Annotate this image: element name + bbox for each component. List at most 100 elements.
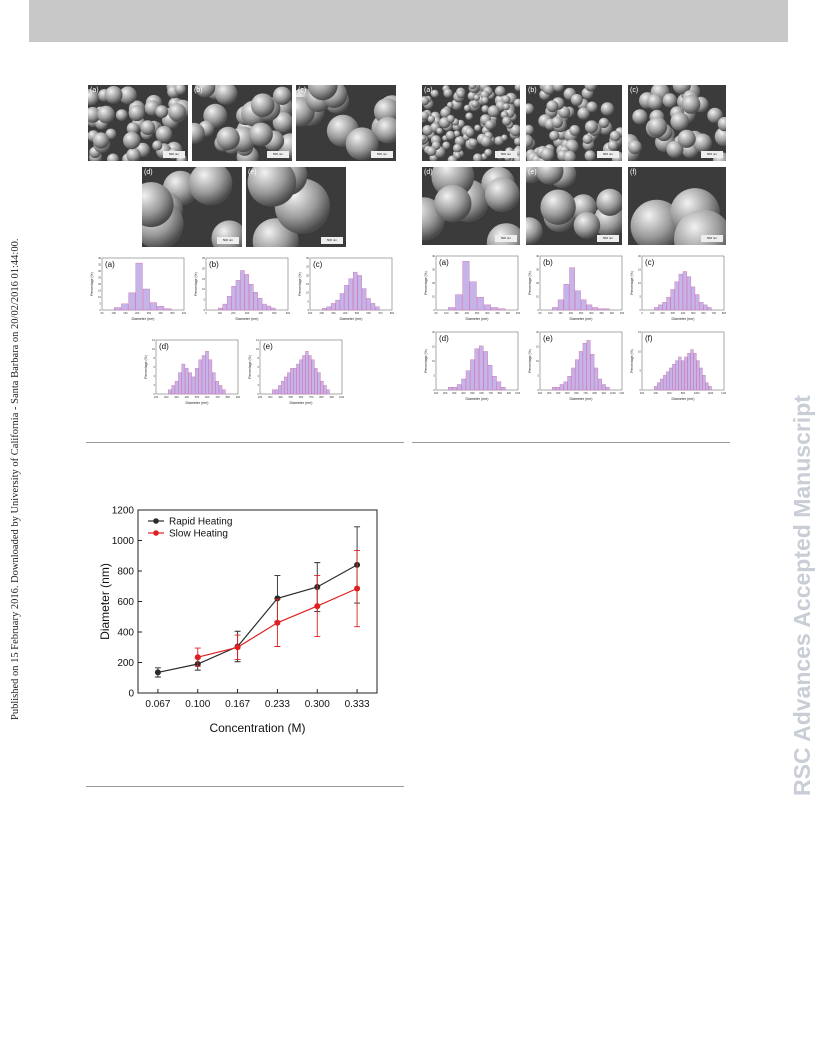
histogram-bar bbox=[299, 359, 303, 395]
particle-sphere bbox=[558, 106, 571, 119]
histogram-x-tick: 600 bbox=[479, 391, 484, 395]
histogram-x-tick: 100 bbox=[548, 311, 553, 315]
histogram-bar bbox=[448, 307, 456, 311]
histogram-bar bbox=[244, 274, 250, 311]
x-tick-label: 0.333 bbox=[345, 699, 370, 710]
histogram-y-tick: 0 bbox=[434, 308, 436, 312]
histogram-bar bbox=[598, 308, 604, 311]
histogram-x-tick: 900 bbox=[602, 391, 607, 395]
histogram-bar bbox=[323, 385, 327, 395]
histogram-x-tick: 150 bbox=[558, 311, 563, 315]
y-tick-label: 800 bbox=[117, 567, 134, 578]
data-point bbox=[354, 585, 361, 592]
histogram-bar bbox=[707, 307, 712, 311]
histogram-x-tick: 200 bbox=[258, 395, 263, 399]
particle-sphere bbox=[119, 86, 137, 105]
histogram-x-tick: 150 bbox=[123, 311, 128, 315]
histogram-bar bbox=[357, 275, 362, 311]
histogram-bar bbox=[461, 378, 466, 391]
particle-sphere bbox=[485, 120, 495, 130]
particle-sphere bbox=[481, 96, 489, 105]
size-histogram: 0 5 10 15 20 200 300 400 500 600 700 800 90010001100… bbox=[528, 330, 624, 401]
sem-image bbox=[422, 85, 520, 161]
particle-sphere bbox=[540, 189, 576, 225]
histogram-bar bbox=[586, 304, 593, 311]
particle-sphere bbox=[607, 140, 619, 151]
histogram-x-tick: 250 bbox=[579, 311, 584, 315]
histogram-x-tick: 400 bbox=[461, 391, 466, 395]
histogram-bar bbox=[184, 368, 189, 395]
particle-sphere bbox=[540, 147, 555, 161]
histogram-y-tick: 10 bbox=[536, 295, 539, 299]
particle-sphere bbox=[526, 217, 543, 245]
histogram-x-tick: 50 bbox=[101, 311, 104, 315]
histogram-y-label: Percentage (%) bbox=[528, 349, 532, 373]
particle-sphere bbox=[195, 85, 216, 98]
histogram-bar bbox=[669, 367, 673, 391]
histogram-x-tick: 200 bbox=[231, 311, 236, 315]
histogram-x-tick: 0 bbox=[205, 311, 207, 315]
histogram-bar bbox=[326, 389, 330, 395]
data-point bbox=[234, 644, 241, 651]
histogram-x-tick: 800 bbox=[722, 311, 726, 315]
histogram-bar bbox=[662, 302, 667, 311]
histogram-x-tick: 200 bbox=[640, 391, 645, 395]
histogram-bar bbox=[563, 284, 570, 311]
journal-watermark: RSC Advances Accepted Manuscript bbox=[789, 395, 815, 796]
histogram-x-tick: 200 bbox=[164, 395, 169, 399]
particle-sphere bbox=[105, 128, 117, 140]
histogram-bar bbox=[476, 296, 484, 311]
histogram-bar bbox=[226, 295, 232, 311]
histogram-bar bbox=[222, 303, 227, 311]
histogram-x-tick: 300 bbox=[671, 311, 676, 315]
scale-bar: 500 nm bbox=[267, 151, 289, 158]
histogram-bar bbox=[215, 380, 219, 395]
particle-sphere bbox=[445, 130, 456, 141]
histogram-x-tick: 50 bbox=[435, 311, 438, 315]
histogram-x-tick: 100 bbox=[444, 311, 449, 315]
histogram-y-tick: 40 bbox=[98, 256, 101, 260]
particle-sphere bbox=[502, 116, 512, 126]
histogram-x-tick: 600 bbox=[574, 391, 579, 395]
histogram-x-tick: 300 bbox=[485, 311, 490, 315]
histogram-bar bbox=[201, 355, 206, 395]
histogram-y-tick: 20 bbox=[536, 330, 539, 334]
particle-sphere bbox=[452, 143, 462, 153]
particle-sphere bbox=[600, 102, 615, 116]
histogram-x-tick: 700 bbox=[378, 311, 383, 315]
scale-bar: 500 nm bbox=[597, 235, 619, 242]
histogram-bar bbox=[569, 267, 576, 311]
particle-sphere bbox=[707, 107, 723, 124]
histogram-bar bbox=[218, 385, 223, 395]
histogram-bar bbox=[594, 367, 599, 391]
histogram-x-tick: 500 bbox=[691, 311, 696, 315]
histogram-x-tick: 400 bbox=[182, 311, 186, 315]
histogram-y-label: Percentage (%) bbox=[194, 272, 198, 296]
histogram-bar bbox=[361, 288, 367, 311]
histogram-x-tick: 300 bbox=[589, 311, 594, 315]
histogram-x-tick: 400 bbox=[343, 311, 348, 315]
histogram-bar bbox=[168, 389, 172, 395]
histogram-bar bbox=[164, 308, 172, 311]
histogram-y-tick: 6 bbox=[258, 365, 260, 369]
histogram-bar bbox=[174, 380, 179, 395]
histogram-bar bbox=[696, 360, 700, 391]
particle-sphere bbox=[662, 93, 677, 108]
histogram-y-tick: 20 bbox=[202, 266, 205, 270]
histogram-x-tick: 450 bbox=[620, 311, 624, 315]
histogram-x-tick: 200 bbox=[569, 311, 574, 315]
histogram-bar bbox=[605, 387, 610, 391]
histogram-y-tick: 25 bbox=[306, 265, 309, 269]
histogram-y-tick: 35 bbox=[98, 263, 101, 267]
histogram-bar bbox=[275, 389, 279, 395]
particle-sphere bbox=[453, 130, 461, 138]
particle-sphere bbox=[632, 109, 648, 125]
scale-bar: 500 nm bbox=[163, 151, 185, 158]
particle-sphere bbox=[670, 112, 689, 131]
particle-sphere bbox=[549, 130, 560, 141]
histogram-y-tick: 10 bbox=[638, 281, 641, 285]
histogram-bar bbox=[317, 372, 321, 395]
sem-panel-label: (f) bbox=[630, 169, 637, 176]
figure-right-bottom-rule bbox=[412, 442, 730, 443]
data-point bbox=[314, 603, 321, 610]
